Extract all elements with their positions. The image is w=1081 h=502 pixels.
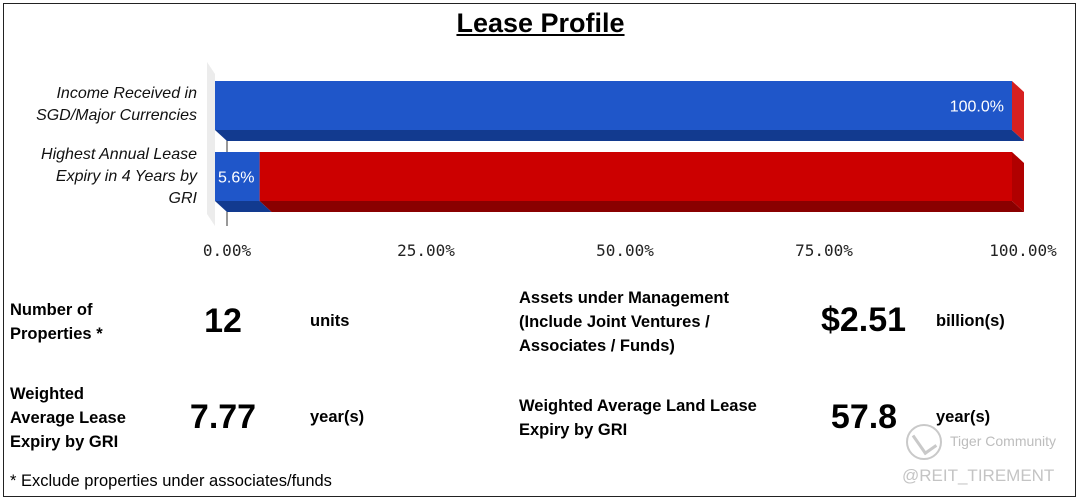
bar-0-series-0-bottom-face bbox=[215, 130, 1024, 141]
x-tick-25: 25.00% bbox=[397, 241, 455, 260]
watermark-handle: @REIT_TIREMENT bbox=[902, 466, 1055, 485]
bar-1-series-0-bottom-face bbox=[215, 201, 272, 212]
data-label-1-series-0: 5.6% bbox=[218, 170, 254, 187]
chart-back-wall bbox=[207, 62, 215, 226]
properties-label: Number of Properties * bbox=[10, 301, 103, 343]
aum-label: Assets under Management (Include Joint V… bbox=[519, 289, 729, 355]
wale-label: Weighted Average Lease Expiry by GRI bbox=[10, 385, 126, 451]
x-tick-0: 0.00% bbox=[202, 241, 252, 260]
wale-unit: year(s) bbox=[310, 408, 365, 426]
x-tick-100: 100.00% bbox=[989, 241, 1057, 260]
bar-1-end-cap bbox=[1012, 152, 1024, 212]
aum-unit: billion(s) bbox=[936, 312, 1005, 330]
watermark-brand: Tiger Community bbox=[950, 433, 1057, 449]
bar-1-series-1 bbox=[259, 152, 1013, 201]
properties-unit: units bbox=[310, 312, 350, 330]
bar-1-series-1-bottom-face bbox=[259, 201, 1025, 212]
tiger-logo-icon bbox=[906, 424, 942, 460]
bar-0-series-0 bbox=[215, 81, 1012, 130]
lease-bar-chart: 100.0% 5.6% bbox=[207, 62, 1025, 226]
land-lease-label: Weighted Average Land Lease Expiry by GR… bbox=[519, 397, 757, 439]
category-label-lease-expiry: Highest Annual Lease Expiry in 4 Years b… bbox=[41, 146, 197, 207]
wale-value: 7.77 bbox=[189, 398, 257, 436]
panel-frame bbox=[3, 3, 1076, 497]
land-lease-value: 57.8 bbox=[830, 398, 898, 436]
bar-0-end-cap bbox=[1012, 81, 1024, 141]
data-label-0-series-0: 100.0% bbox=[950, 99, 1004, 116]
properties-value: 12 bbox=[204, 302, 242, 340]
bar-1-series-0 bbox=[215, 152, 260, 201]
page-title: Lease Profile bbox=[456, 8, 625, 38]
aum-value: $2.51 bbox=[820, 301, 907, 339]
x-tick-50: 50.00% bbox=[596, 241, 654, 260]
x-tick-75: 75.00% bbox=[795, 241, 853, 260]
footnote: * Exclude properties under associates/fu… bbox=[10, 472, 332, 490]
category-label-income: Income Received in SGD/Major Currencies bbox=[36, 85, 197, 124]
land-lease-unit: year(s) bbox=[936, 408, 991, 426]
